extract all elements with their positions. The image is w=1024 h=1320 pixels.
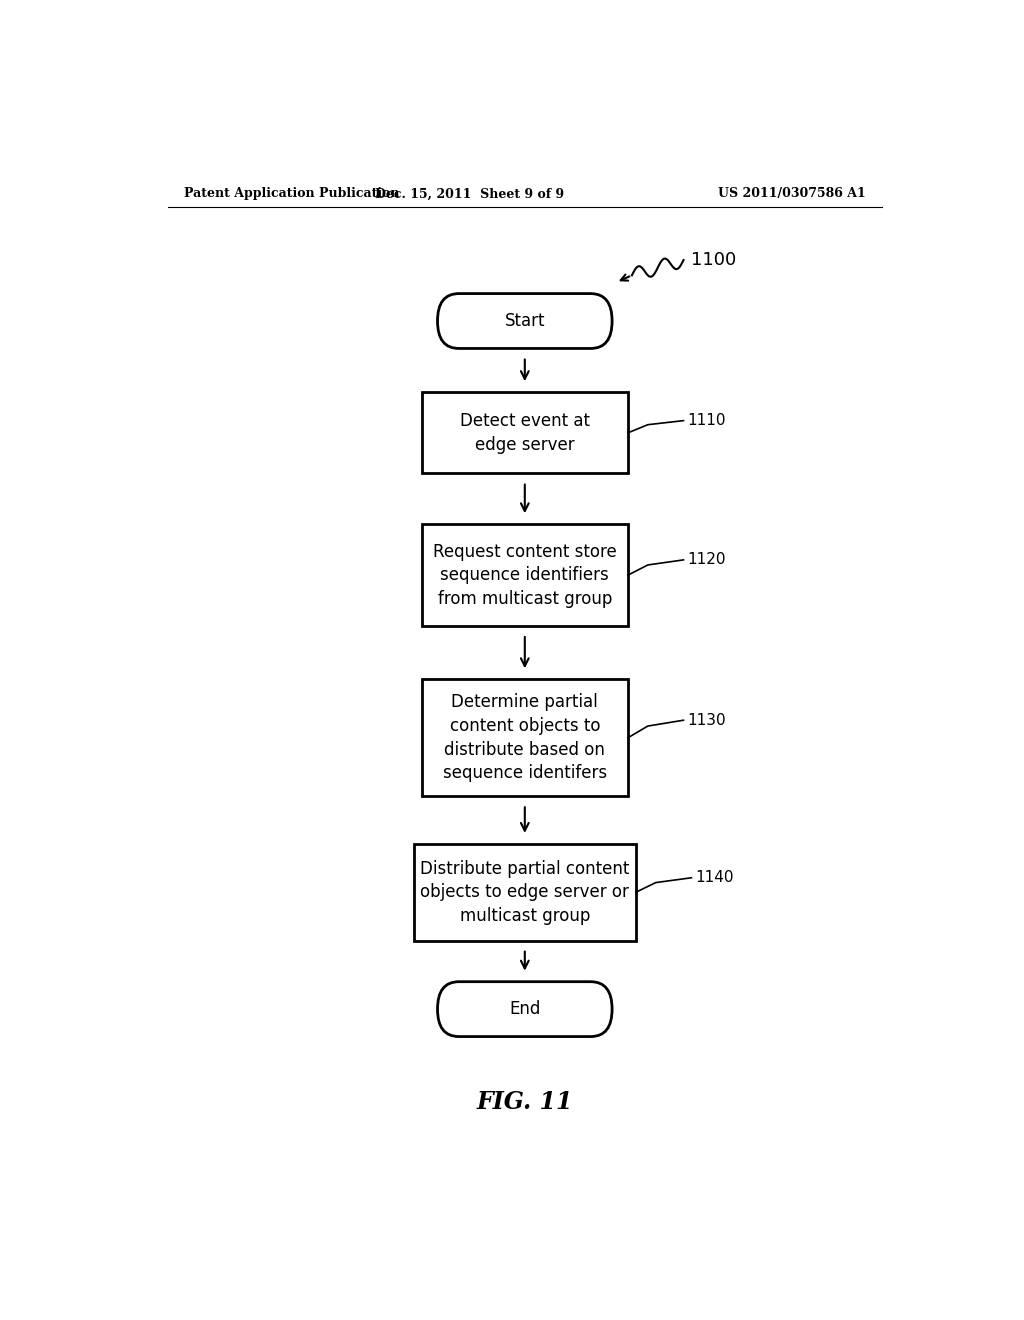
Text: 1100: 1100 (691, 251, 736, 269)
Text: Determine partial
content objects to
distribute based on
sequence identifers: Determine partial content objects to dis… (442, 693, 607, 783)
FancyBboxPatch shape (437, 982, 612, 1036)
Text: 1120: 1120 (687, 552, 726, 568)
Text: Start: Start (505, 312, 545, 330)
Text: End: End (509, 1001, 541, 1018)
Text: Request content store
sequence identifiers
from multicast group: Request content store sequence identifie… (433, 543, 616, 607)
Text: Detect event at
edge server: Detect event at edge server (460, 412, 590, 454)
Text: Patent Application Publication: Patent Application Publication (183, 187, 399, 201)
Bar (414, 843, 636, 941)
Text: Distribute partial content
objects to edge server or
multicast group: Distribute partial content objects to ed… (420, 859, 630, 925)
Text: 1110: 1110 (687, 413, 726, 428)
Bar (422, 392, 628, 474)
Text: 1130: 1130 (687, 713, 726, 727)
Bar (422, 524, 628, 626)
Text: Dec. 15, 2011  Sheet 9 of 9: Dec. 15, 2011 Sheet 9 of 9 (375, 187, 564, 201)
Text: US 2011/0307586 A1: US 2011/0307586 A1 (718, 187, 866, 201)
Text: 1140: 1140 (695, 870, 734, 886)
Bar (422, 680, 628, 796)
FancyBboxPatch shape (437, 293, 612, 348)
Text: FIG. 11: FIG. 11 (476, 1089, 573, 1114)
